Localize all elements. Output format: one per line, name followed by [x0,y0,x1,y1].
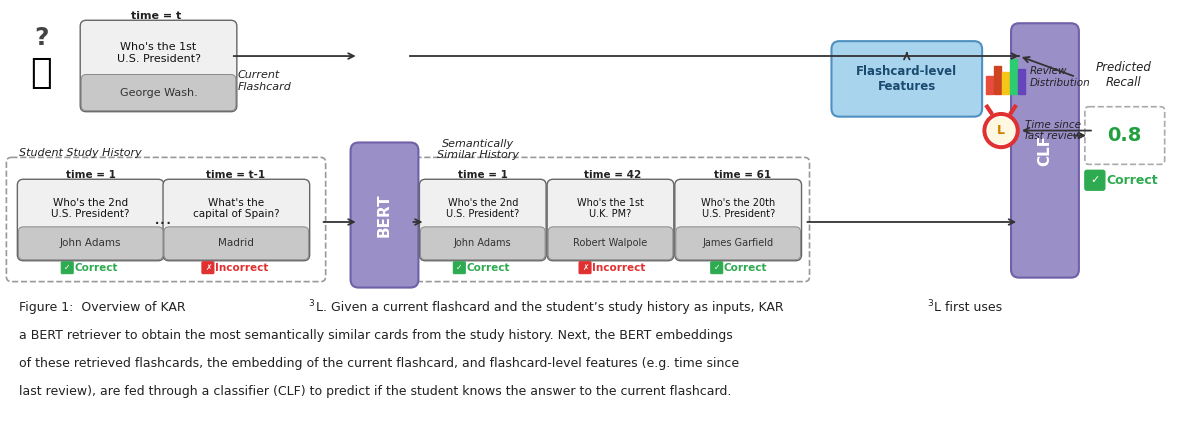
Text: What's the
capital of Spain?: What's the capital of Spain? [193,198,280,219]
Text: Figure 1:  Overview of KAR: Figure 1: Overview of KAR [19,301,186,315]
FancyBboxPatch shape [163,179,310,261]
Text: a BERT retriever to obtain the most semantically similar cards from the study hi: a BERT retriever to obtain the most sema… [19,329,733,342]
Text: Incorrect: Incorrect [215,263,269,273]
Text: ✓: ✓ [1090,175,1099,185]
Text: Correct: Correct [724,263,767,273]
FancyBboxPatch shape [420,227,545,260]
Text: John Adams: John Adams [454,238,511,248]
FancyBboxPatch shape [832,41,982,117]
Text: Time since
last review: Time since last review [1025,120,1081,141]
FancyBboxPatch shape [17,179,164,261]
Text: ✗: ✗ [205,263,211,272]
Text: Who's the 1st
U.K. PM?: Who's the 1st U.K. PM? [577,198,644,219]
Text: L first uses: L first uses [935,301,1002,315]
Text: Semantically
Similar History: Semantically Similar History [437,139,520,160]
FancyBboxPatch shape [82,74,236,111]
FancyBboxPatch shape [548,227,673,260]
Text: Correct: Correct [467,263,510,273]
Circle shape [983,113,1019,148]
FancyBboxPatch shape [18,227,163,260]
Text: time = 42: time = 42 [584,170,642,180]
Text: Who's the 1st
U.S. President?: Who's the 1st U.S. President? [116,42,200,64]
FancyBboxPatch shape [1085,107,1165,165]
FancyBboxPatch shape [420,179,546,261]
FancyBboxPatch shape [1012,23,1079,278]
Text: 0.8: 0.8 [1108,126,1142,145]
Text: Current
Flashcard: Current Flashcard [238,70,292,92]
Bar [1002,72,1009,94]
FancyBboxPatch shape [1085,170,1105,190]
FancyBboxPatch shape [547,179,674,261]
Text: ✓: ✓ [714,263,720,272]
Text: ...: ... [154,209,173,227]
Text: James Garfield: James Garfield [703,238,774,248]
Circle shape [988,117,1015,144]
FancyBboxPatch shape [676,227,800,260]
Text: time = 1: time = 1 [66,170,116,180]
Text: Who's the 2nd
U.S. President?: Who's the 2nd U.S. President? [446,198,520,219]
FancyBboxPatch shape [164,227,308,260]
Text: Who's the 20th
U.S. President?: Who's the 20th U.S. President? [701,198,775,219]
Text: 3: 3 [308,300,314,308]
Text: Correct: Correct [1106,174,1158,187]
Text: Madrid: Madrid [218,238,254,248]
Bar [1010,59,1018,94]
Bar [986,76,994,94]
Text: Correct: Correct [74,263,118,273]
Text: Predicted
Recall: Predicted Recall [1096,61,1152,89]
Text: John Adams: John Adams [60,238,121,248]
Text: George Wash.: George Wash. [120,88,197,98]
Bar [1018,69,1025,94]
Text: time = 61: time = 61 [714,170,772,180]
Text: last review), are fed through a classifier (CLF) to predict if the student knows: last review), are fed through a classifi… [19,385,732,398]
Bar [994,66,1001,94]
Text: Robert Walpole: Robert Walpole [574,238,648,248]
Text: CLF: CLF [1038,135,1052,166]
FancyBboxPatch shape [580,262,592,274]
Text: Flashcard-level
Features: Flashcard-level Features [857,65,958,93]
FancyBboxPatch shape [61,262,73,274]
Text: ✓: ✓ [64,263,71,272]
Text: of these retrieved flashcards, the embedding of the current flashcard, and flash: of these retrieved flashcards, the embed… [19,357,739,370]
Circle shape [988,117,1014,143]
Text: BERT: BERT [377,193,392,237]
FancyBboxPatch shape [202,262,214,274]
Text: time = t: time = t [131,11,181,21]
Text: time = 1: time = 1 [458,170,509,180]
Text: Incorrect: Incorrect [592,263,646,273]
FancyBboxPatch shape [454,262,466,274]
Text: ?: ? [34,26,48,50]
Text: ✗: ✗ [582,263,588,272]
Text: Review
Distribution: Review Distribution [1030,66,1091,88]
FancyBboxPatch shape [350,143,419,288]
FancyBboxPatch shape [674,179,802,261]
Text: ✓: ✓ [456,263,462,272]
FancyBboxPatch shape [710,262,722,274]
Text: time = t-1: time = t-1 [206,170,265,180]
Text: L. Given a current flashcard and the student’s study history as inputs, KAR: L. Given a current flashcard and the stu… [316,301,784,315]
Text: 3: 3 [928,300,932,308]
Text: Student Study History: Student Study History [19,148,142,158]
FancyBboxPatch shape [80,20,236,112]
Text: 🎓: 🎓 [30,56,52,90]
Text: Who's the 2nd
U.S. President?: Who's the 2nd U.S. President? [52,198,130,219]
Text: L: L [997,124,1006,137]
